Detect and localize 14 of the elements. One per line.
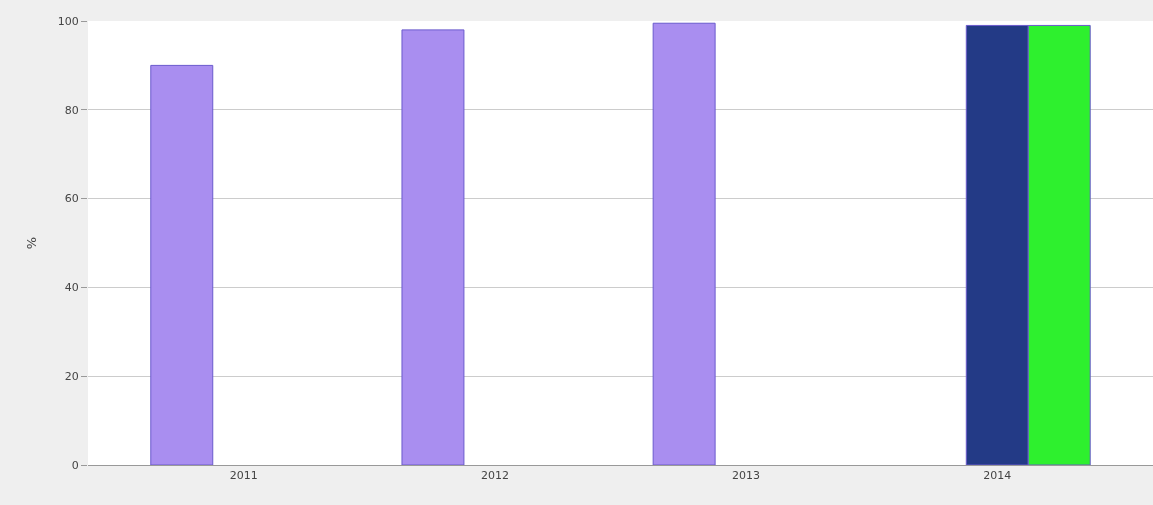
x-tick-label: 2014 — [983, 469, 1012, 483]
x-tick-label: 2011 — [229, 469, 258, 483]
y-tick-label: 20 — [64, 370, 79, 384]
y-tick-label: 80 — [64, 103, 79, 117]
bar — [652, 22, 716, 465]
y-tick-label: 100 — [57, 14, 79, 28]
y-tick-label: 60 — [64, 192, 79, 206]
y-tick-label: 40 — [64, 281, 79, 295]
y-axis-title: % — [23, 236, 39, 250]
x-tick-label: 2012 — [480, 469, 509, 483]
y-tick-label: 0 — [71, 458, 79, 472]
bar — [150, 64, 214, 465]
bar — [401, 29, 465, 465]
x-tick-label: 2013 — [732, 469, 761, 483]
